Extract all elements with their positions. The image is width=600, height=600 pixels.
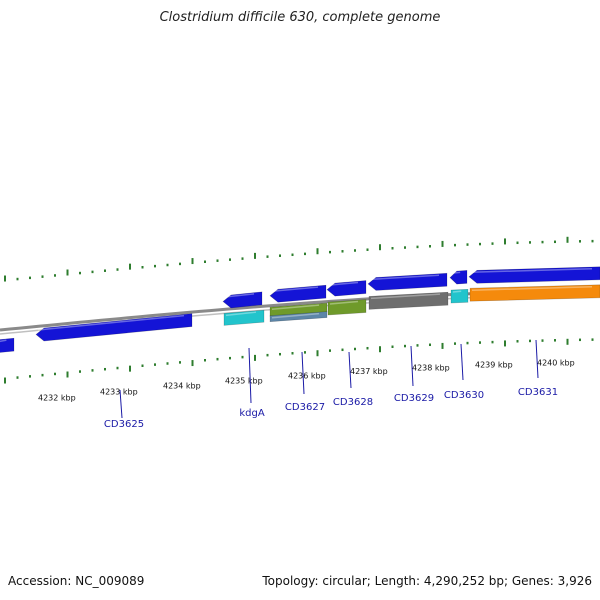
cog-segment-highlight	[329, 300, 359, 305]
scale-labels: 4232 kbp 4233 kbp 4234 kbp 4235 kbp 4236 kbp…	[38, 359, 575, 403]
gene-leader-line	[410, 345, 414, 387]
cds-arrow-highlight	[0, 339, 7, 343]
scale-label: 4234 kbp	[163, 382, 201, 391]
gene-labels: CD3625 kdgA CD3627 CD3628 CD3629 CD3630 CD3631	[104, 339, 558, 430]
cds-arrow-highlight	[328, 281, 359, 286]
gene-label: CD3629	[394, 393, 434, 404]
cog-segment	[450, 288, 469, 304]
cds-arrow	[449, 270, 468, 285]
cds-arrow-highlight	[271, 286, 319, 292]
cds-arrow-highlight	[224, 293, 255, 298]
cog-segment	[469, 284, 600, 302]
scale-label: 4238 kbp	[412, 363, 450, 372]
cog-segment	[327, 299, 367, 316]
gene-label: CD3631	[518, 387, 558, 398]
cds-arrow	[35, 313, 193, 342]
map-title: Clostridium difficile 630, complete geno…	[159, 10, 441, 25]
scale-label: 4237 kbp	[350, 367, 388, 376]
scale-label: 4233 kbp	[100, 387, 138, 396]
gene-label: CD3627	[285, 402, 325, 413]
cog-segment-highlight	[471, 286, 593, 291]
cds-arrow	[0, 337, 15, 353]
cds-arrow	[468, 266, 600, 284]
cog-segment-highlight	[370, 293, 441, 300]
feature-track	[0, 266, 600, 353]
gene-leader-line	[460, 343, 464, 381]
cog-segment	[269, 311, 328, 323]
cog-segment-highlight	[452, 290, 462, 293]
cog-segment-highlight	[225, 311, 257, 317]
cog-segment-highlight	[271, 312, 320, 319]
gene-leader-line	[248, 347, 252, 404]
gene-label: kdgA	[239, 408, 264, 419]
cog-segment-highlight	[271, 304, 320, 310]
cog-segment	[368, 291, 449, 310]
cds-arrow-highlight	[451, 271, 461, 274]
gene-leader-line	[119, 389, 123, 419]
inner-tick-ring	[4, 338, 594, 384]
outer-tick-ring	[4, 236, 594, 282]
gene-label: CD3630	[444, 390, 484, 401]
scale-label: 4235 kbp	[225, 376, 263, 385]
gene-leader-line	[301, 351, 305, 395]
accession-text: Accession: NC_009089	[8, 574, 145, 588]
gene-leader-line	[348, 351, 352, 389]
gene-label: CD3628	[333, 397, 373, 408]
cds-arrow	[269, 284, 327, 303]
scale-label: 4240 kbp	[537, 359, 575, 368]
scale-label: 4236 kbp	[288, 371, 326, 380]
cog-segment	[223, 309, 265, 326]
gene-label: CD3625	[104, 419, 144, 430]
cds-arrow	[222, 291, 263, 309]
scale-label: 4232 kbp	[38, 393, 76, 402]
cds-arrow-highlight	[369, 274, 440, 281]
gene-leader-line	[535, 339, 539, 379]
cds-arrow-highlight	[470, 268, 593, 274]
cds-arrow	[367, 272, 448, 291]
cds-arrow-highlight	[37, 314, 185, 331]
genome-summary-text: Topology: circular; Length: 4,290,252 bp…	[262, 574, 592, 588]
scale-label: 4239 kbp	[475, 361, 513, 370]
cds-arrow	[326, 280, 367, 297]
